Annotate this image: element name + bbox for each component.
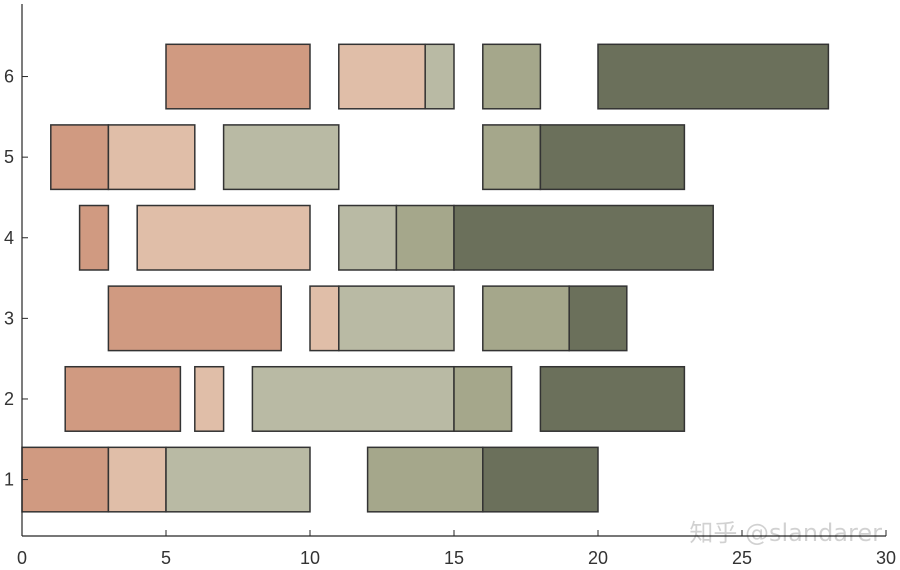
bar-segment-row4-17 — [338, 204, 398, 271]
bar-segment-row6-25 — [165, 43, 311, 110]
x-tick-label-10: 10 — [300, 548, 320, 568]
watermark: 知乎 @slandarer — [689, 519, 882, 547]
x-axis-ticks: 0 5 10 15 20 25 30 — [17, 530, 896, 568]
y-axis-ticks: 1 2 3 4 5 6 — [4, 67, 28, 490]
x-tick-label-20: 20 — [588, 548, 608, 568]
bar-segment-row6-27 — [424, 43, 455, 110]
bar-segment-row2-8 — [453, 365, 513, 432]
bar-segment-row1-1 — [107, 446, 167, 513]
y-tick-label-4: 4 — [4, 228, 14, 248]
bar-segment-row4-15 — [78, 204, 110, 271]
bar-segment-row3-14 — [568, 285, 628, 352]
y-tick-label-6: 6 — [4, 67, 14, 87]
x-tick-label-30: 30 — [876, 548, 896, 568]
bar-segment-row1-4 — [482, 446, 599, 513]
y-tick-label-5: 5 — [4, 147, 14, 167]
bar-segment-row2-9 — [539, 365, 686, 432]
bar-segment-row4-19 — [453, 204, 714, 271]
bar-segment-row5-23 — [482, 124, 542, 191]
bar-segment-row5-22 — [222, 124, 340, 191]
bar-segment-row1-0 — [21, 446, 110, 513]
bar-segment-row3-13 — [482, 285, 570, 352]
bar-segment-row2-7 — [251, 365, 455, 432]
x-tick-label-25: 25 — [732, 548, 752, 568]
y-tick-label-3: 3 — [4, 308, 14, 328]
bar-segment-row6-26 — [338, 43, 426, 110]
bar-segment-row3-11 — [309, 285, 340, 352]
bar-segments — [21, 43, 830, 513]
bar-segment-row4-16 — [136, 204, 311, 271]
y-tick-label-1: 1 — [4, 470, 14, 490]
x-tick-label-15: 15 — [444, 548, 464, 568]
bar-segment-row3-10 — [107, 285, 282, 352]
bar-segment-row5-21 — [107, 124, 196, 191]
bar-segment-row1-2 — [165, 446, 311, 513]
bar-segment-row2-6 — [194, 365, 225, 432]
bar-segment-row4-18 — [395, 204, 455, 271]
bar-segment-row6-29 — [597, 43, 830, 110]
bar-segment-row2-5 — [64, 365, 182, 432]
y-tick-label-2: 2 — [4, 389, 14, 409]
x-tick-label-0: 0 — [17, 548, 27, 568]
bar-segment-row5-24 — [539, 124, 686, 191]
x-tick-label-5: 5 — [161, 548, 171, 568]
bar-segment-row6-28 — [482, 43, 542, 110]
bar-segment-row1-3 — [366, 446, 484, 513]
bar-segment-row5-20 — [50, 124, 110, 191]
bar-segment-row3-12 — [338, 285, 455, 352]
